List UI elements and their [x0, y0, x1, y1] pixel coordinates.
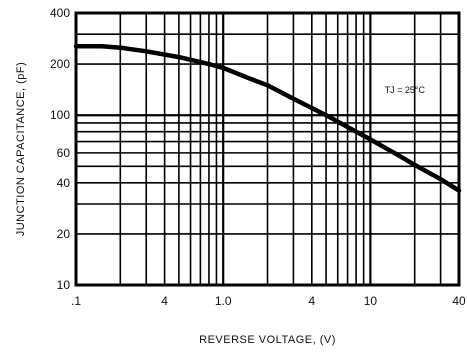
series-layer — [73, 43, 462, 193]
x-axis-label: REVERSE VOLTAGE, (V) — [199, 334, 336, 346]
x-tick-label: 10 — [364, 294, 378, 308]
grid-minor — [76, 13, 459, 285]
y-tick-label: 200 — [50, 57, 70, 71]
x-tick-labels: .1 4 1.0 4 10 40 — [71, 294, 466, 308]
x-tick-label: 1.0 — [215, 294, 232, 308]
y-tick-label: 60 — [57, 146, 71, 160]
series-line — [73, 43, 462, 193]
y-tick-labels: 10 20 40 60 100 200 400 — [50, 6, 70, 292]
x-tick-label: 40 — [452, 294, 466, 308]
temperature-annotation: TJ = 25°C — [385, 85, 426, 95]
plot-frame — [74, 11, 461, 287]
x-tick-label: 4 — [161, 294, 168, 308]
y-tick-label: 100 — [50, 108, 70, 122]
grid-major — [76, 13, 459, 285]
y-axis-label: JUNCTION CAPACITANCE, (pF) — [15, 62, 27, 237]
y-tick-label: 400 — [50, 6, 70, 20]
x-tick-label: .1 — [71, 294, 81, 308]
y-tick-label: 20 — [57, 227, 71, 241]
x-tick-label: 4 — [308, 294, 315, 308]
y-tick-label: 40 — [57, 176, 71, 190]
y-tick-label: 10 — [57, 278, 71, 292]
